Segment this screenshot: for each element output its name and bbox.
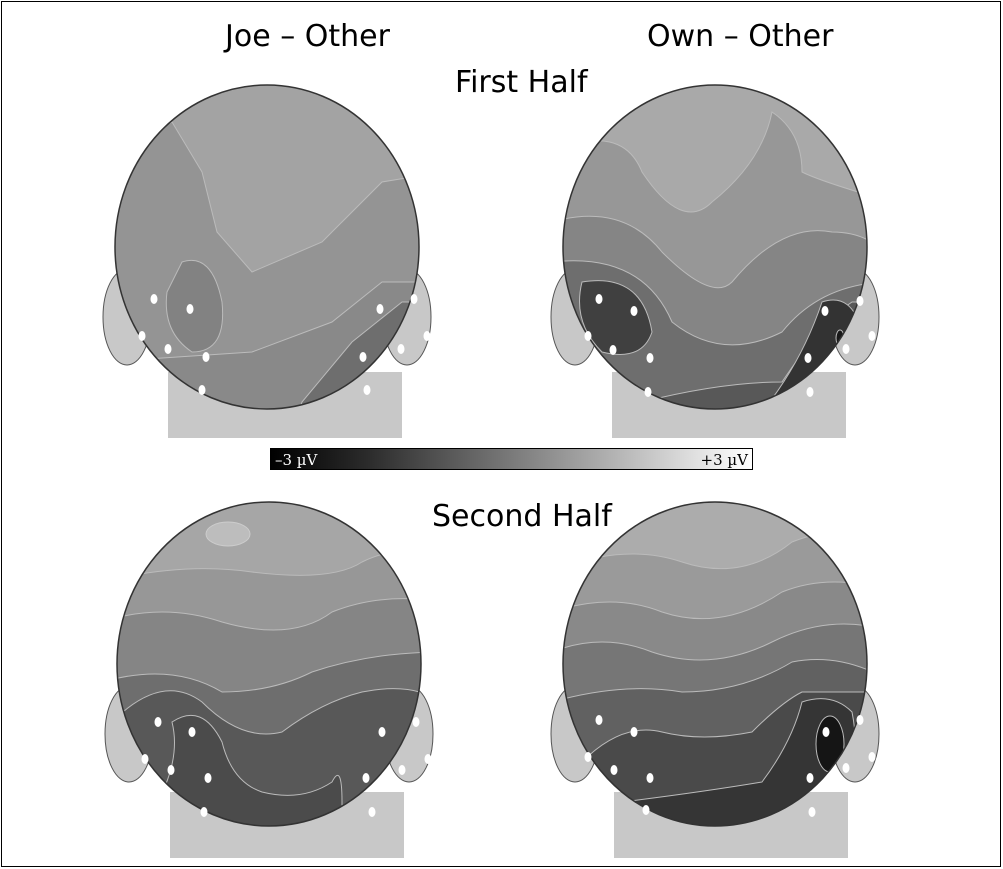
head-outline <box>114 84 420 410</box>
column-label-own-other: Own – Other <box>647 19 834 54</box>
scalp-map-own-second-half <box>550 501 880 858</box>
head-outline <box>116 501 422 827</box>
scalp-map-own-first-half <box>550 84 880 438</box>
electrodes <box>584 715 876 817</box>
scalp-map-joe-first-half <box>102 84 432 438</box>
row-label-first-half: First Half <box>455 65 588 100</box>
head-outline <box>562 84 868 410</box>
scalp-map-joe-second-half <box>104 501 434 858</box>
colorbar-min-label: –3 µV <box>275 451 318 469</box>
row-label-second-half: Second Half <box>432 499 612 534</box>
column-label-joe-other: Joe – Other <box>225 19 390 54</box>
head-outline <box>562 501 868 827</box>
electrodes <box>141 717 432 817</box>
electrodes <box>584 294 876 397</box>
electrodes <box>138 294 431 395</box>
colorbar: –3 µV +3 µV <box>270 448 753 470</box>
colorbar-max-label: +3 µV <box>700 451 748 469</box>
